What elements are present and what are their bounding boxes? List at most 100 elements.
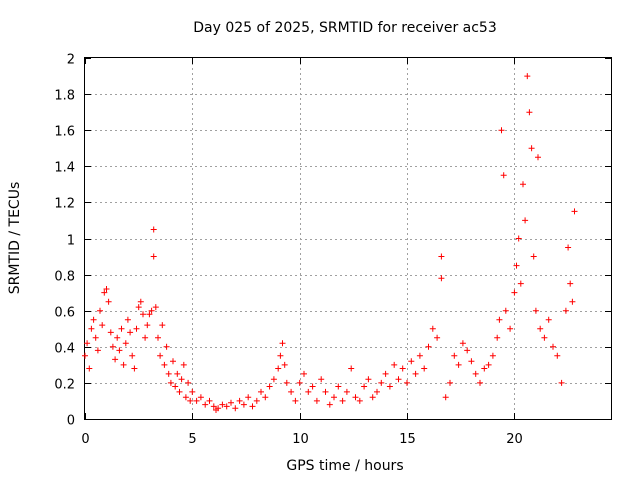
data-point (236, 397, 243, 404)
data-point (301, 370, 307, 377)
y-tick-label: 0.4 (54, 342, 75, 357)
data-point (421, 365, 428, 372)
data-point (94, 347, 101, 354)
data-point (163, 343, 170, 350)
data-point (502, 307, 509, 314)
data-point (326, 401, 333, 408)
data-point (88, 325, 95, 332)
data-point (515, 235, 522, 242)
data-point (496, 316, 503, 323)
data-point (144, 322, 151, 329)
data-point (150, 226, 157, 233)
data-point (112, 356, 119, 363)
data-point (309, 383, 316, 390)
data-point (189, 388, 196, 395)
data-point (84, 340, 91, 347)
data-point (131, 365, 138, 372)
data-point (219, 401, 226, 408)
data-point (86, 365, 93, 372)
data-point (245, 394, 252, 401)
data-point (124, 316, 131, 323)
data-point (382, 370, 389, 377)
data-point (378, 379, 385, 386)
data-point (187, 397, 194, 404)
data-point (429, 325, 436, 332)
data-point (455, 361, 462, 368)
data-point (374, 388, 380, 395)
data-point (206, 397, 213, 404)
data-point (193, 397, 200, 404)
y-tick-label: 0 (67, 414, 75, 429)
data-point (485, 361, 492, 368)
data-point (270, 376, 277, 383)
data-point (215, 405, 222, 412)
data-point (142, 334, 149, 341)
x-axis-ticks: 0 5 10 15 20 (81, 58, 523, 447)
data-point (262, 394, 269, 401)
data-point (451, 352, 458, 359)
data-point (103, 286, 110, 292)
data-point (391, 361, 398, 368)
data-point (361, 383, 368, 390)
data-point (92, 334, 99, 341)
data-point (481, 365, 488, 372)
data-point (185, 379, 192, 386)
y-tick-label: 1 (67, 234, 75, 249)
data-point (223, 403, 230, 410)
data-point (517, 280, 524, 287)
data-point (135, 304, 142, 311)
data-point (489, 352, 496, 359)
data-point (526, 109, 533, 116)
data-point (288, 388, 295, 395)
data-point (118, 325, 125, 332)
data-point (558, 379, 565, 386)
data-point (438, 275, 445, 282)
data-point (99, 322, 106, 329)
data-point (283, 379, 290, 386)
data-point (554, 352, 561, 359)
data-point (532, 307, 539, 314)
data-point (305, 388, 312, 395)
data-point (127, 329, 134, 336)
grid-layer (85, 58, 611, 419)
data-point (567, 280, 574, 287)
data-point (434, 334, 441, 341)
data-point (468, 358, 475, 365)
data-point (97, 307, 103, 314)
data-point (404, 379, 410, 386)
data-point (240, 401, 247, 408)
data-point (202, 401, 209, 408)
data-point (170, 358, 176, 365)
data-point (459, 340, 466, 347)
data-point (524, 73, 531, 80)
data-point (416, 352, 423, 359)
data-point (172, 383, 179, 390)
y-tick-label: 2 (67, 53, 75, 68)
x-tick-label: 5 (188, 432, 196, 447)
data-point (281, 361, 288, 368)
data-point (107, 329, 114, 336)
data-point (322, 388, 329, 395)
data-point (500, 172, 507, 179)
data-point (530, 253, 537, 260)
data-point (528, 145, 535, 152)
data-point (116, 347, 123, 354)
data-point (122, 340, 129, 347)
data-point (129, 352, 136, 359)
y-tick-label: 1.2 (54, 197, 75, 212)
data-point (114, 334, 121, 341)
data-point (292, 397, 299, 404)
x-tick-label: 10 (292, 432, 309, 447)
data-point (167, 379, 174, 386)
data-point (541, 334, 548, 341)
data-point (148, 307, 155, 314)
y-tick-label: 0.6 (54, 306, 75, 321)
data-point (535, 154, 541, 161)
y-axis-ticks: 0 0.2 0.4 0.6 0.8 1 1.2 1.4 1.6 1.8 2 (54, 53, 611, 429)
data-point (210, 403, 217, 410)
data-point (150, 253, 157, 260)
data-point (522, 217, 529, 224)
data-point (339, 397, 346, 404)
data-point (140, 311, 146, 318)
